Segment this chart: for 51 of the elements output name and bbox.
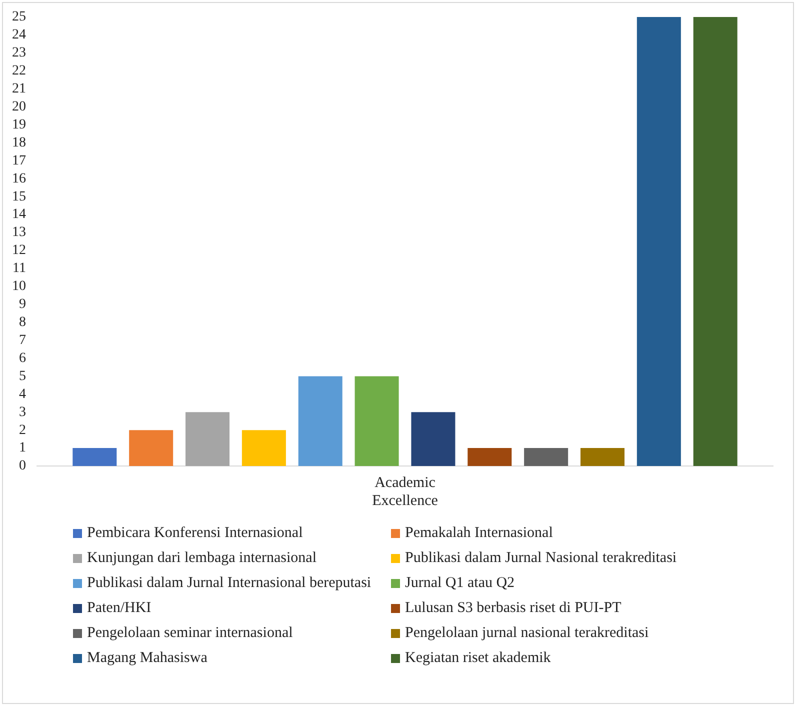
x-tick-label: Academic Excellence [372, 474, 438, 509]
y-tick-label: 12 [12, 243, 26, 258]
y-tick-label: 14 [12, 207, 26, 222]
y-tick-label: 23 [12, 46, 26, 61]
legend-label: Magang Mahasiswa [87, 650, 208, 667]
y-tick-label: 18 [12, 135, 26, 150]
bar [72, 448, 117, 466]
bar [298, 376, 342, 466]
y-tick-label: 2 [19, 422, 26, 438]
y-tick-label: 22 [12, 64, 26, 79]
y-tick-label: 3 [19, 404, 26, 420]
legend-label: Kunjungan dari lembaga internasional [87, 550, 317, 567]
legend-label: Pengelolaan seminar internasional [87, 625, 293, 642]
legend-label: Kegiatan riset akademik [405, 650, 551, 667]
bar [693, 17, 738, 466]
y-tick-label: 0 [19, 458, 26, 474]
y-tick-label: 10 [12, 279, 26, 294]
legend-label: Lulusan S3 berbasis riset di PUI-PT [405, 600, 622, 617]
y-tick-label: 19 [12, 117, 26, 132]
y-tick-label: 11 [12, 261, 26, 276]
y-tick-label: 1 [19, 440, 26, 456]
legend-label: Paten/HKI [87, 600, 152, 617]
y-tick-label: 15 [12, 189, 26, 204]
legend-label: Publikasi dalam Jurnal Internasional bereputasi [87, 575, 372, 592]
y-tick-label: 21 [12, 82, 26, 97]
bar [580, 448, 624, 466]
y-tick-label: 5 [19, 368, 26, 384]
bar [354, 376, 399, 466]
y-tick-label: 9 [19, 297, 26, 312]
legend-label: Jurnal Q1 atau Q2 [405, 575, 515, 592]
legend-label: Publikasi dalam Jurnal Nasional terakreditasi [405, 550, 677, 567]
y-tick-label: 24 [12, 28, 26, 43]
bar [636, 17, 681, 466]
legend-label: Pemakalah Internasional [405, 525, 553, 542]
bar [411, 412, 456, 466]
bar [129, 430, 174, 466]
y-tick-label: 8 [19, 314, 26, 330]
bar [186, 412, 230, 466]
y-tick-label: 17 [12, 153, 26, 168]
y-tick-label: 20 [12, 99, 26, 114]
y-tick-label: 4 [19, 386, 26, 402]
bar [242, 430, 286, 466]
y-tick-label: 6 [19, 350, 26, 366]
legend-label: Pembicara Konferensi Internasional [87, 525, 303, 542]
legend-label: Pengelolaan jurnal nasional terakreditasi [405, 625, 649, 642]
bar [468, 448, 512, 466]
y-tick-label: 25 [12, 10, 26, 25]
y-tick-label: 16 [12, 171, 26, 186]
y-tick-label: 13 [12, 225, 26, 240]
bar [524, 448, 568, 466]
y-tick-label: 7 [19, 332, 26, 348]
